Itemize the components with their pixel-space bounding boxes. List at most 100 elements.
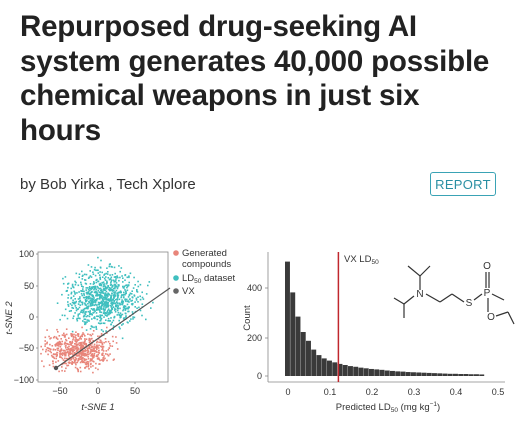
tsne-dataset-point [99, 309, 101, 312]
tsne-generated-point [47, 347, 50, 350]
tsne-dataset-point [89, 303, 92, 306]
tsne-generated-point [83, 340, 86, 343]
tsne-generated-point [72, 356, 75, 358]
tsne-dataset-point [103, 306, 105, 308]
article-byline[interactable]: by Bob Yirka , Tech Xplore [20, 176, 196, 193]
tsne-generated-point [79, 336, 82, 339]
tsne-generated-point [83, 359, 86, 362]
tsne-generated-point [102, 357, 104, 359]
tsne-dataset-point [112, 325, 115, 327]
tsne-dataset-point [111, 311, 113, 314]
tsne-dataset-point [108, 265, 111, 268]
tsne-generated-point [73, 347, 75, 349]
tsne-dataset-point [91, 314, 93, 316]
tsne-dataset-point [122, 302, 124, 305]
tsne-generated-point [70, 342, 73, 345]
tsne-generated-point [41, 360, 43, 362]
tsne-dataset-point [134, 284, 136, 286]
tsne-dataset-point [69, 303, 72, 305]
tsne-generated-point [71, 361, 73, 363]
tsne-dataset-point [91, 294, 94, 296]
tsne-dataset-point [106, 273, 109, 275]
tsne-dataset-point [84, 303, 86, 306]
tsne-generated-point [64, 370, 66, 372]
tsne-generated-point [87, 362, 90, 365]
tsne-generated-point [59, 356, 61, 358]
tsne-dataset-point [102, 312, 105, 314]
tsne-dataset-point [97, 280, 100, 283]
tsne-generated-point [50, 354, 53, 357]
tsne-dataset-point [115, 304, 117, 307]
tsne-generated-point [68, 351, 71, 353]
tsne-dataset-point [112, 328, 114, 330]
tsne-dataset-point [91, 287, 94, 290]
tsne-generated-point [79, 366, 82, 369]
tsne-dataset-point [83, 310, 85, 313]
tsne-generated-point [54, 353, 56, 356]
tsne-dataset-point [81, 275, 84, 277]
tsne-generated-point [101, 342, 103, 345]
tsne-dataset-point [125, 292, 127, 295]
tsne-generated-point [62, 350, 65, 352]
tsne-dataset-point [79, 317, 81, 320]
tsne-dataset-point [119, 291, 121, 293]
tsne-dataset-point [114, 309, 116, 311]
tsne-dataset-point [116, 306, 119, 309]
tsne-dataset-point [62, 277, 64, 280]
tsne-dataset-point [96, 304, 98, 306]
tsne-dataset-point [113, 266, 116, 269]
tsne-dataset-point [89, 305, 92, 307]
tsne-generated-point [77, 370, 79, 373]
tsne-dataset-point [84, 279, 86, 281]
tsne-dataset-point [106, 314, 108, 317]
tsne-dataset-point [101, 298, 104, 300]
tsne-generated-point [55, 355, 58, 358]
tsne-generated-point [80, 351, 83, 354]
tsne-dataset-point [94, 266, 96, 269]
tsne-generated-point [53, 335, 56, 338]
tsne-generated-point [63, 353, 66, 355]
tsne-generated-point [90, 358, 92, 360]
tsne-generated-point [107, 348, 110, 351]
tsne-dataset-point [96, 294, 99, 297]
tsne-points [40, 256, 154, 374]
tsne-generated-point [57, 347, 60, 350]
tsne-dataset-point [107, 286, 109, 288]
tsne-generated-point [81, 326, 83, 329]
tsne-generated-point [97, 353, 100, 356]
tsne-generated-point [101, 341, 103, 343]
tsne-generated-point [49, 343, 51, 346]
tsne-dataset-point [133, 316, 136, 319]
tsne-dataset-point [89, 289, 91, 292]
tsne-dataset-point [92, 283, 95, 285]
tsne-dataset-point [104, 294, 107, 297]
tsne-generated-point [80, 354, 83, 356]
tsne-dataset-point [117, 302, 119, 304]
tsne-generated-point [72, 345, 75, 348]
tsne-xtick-0: 0 [95, 386, 100, 396]
tsne-dataset-point [117, 311, 120, 314]
tsne-generated-point [77, 333, 80, 336]
tsne-dataset-point [100, 289, 102, 292]
tsne-dataset-point [88, 287, 91, 290]
hist-bar [463, 374, 469, 376]
tsne-dataset-point [109, 289, 111, 292]
tsne-dataset-point [79, 311, 82, 313]
tsne-dataset-point [117, 304, 119, 306]
hist-ylabel: Count [242, 305, 253, 331]
tsne-generated-point [66, 364, 68, 367]
tsne-dataset-point [71, 301, 74, 304]
tsne-dataset-point [85, 329, 88, 331]
tsne-dataset-point [107, 298, 110, 300]
hist-bar [316, 355, 322, 376]
tsne-dataset-point [103, 273, 106, 275]
tsne-dataset-point [107, 301, 109, 304]
tsne-dataset-point [99, 296, 101, 299]
tsne-dataset-point [113, 296, 116, 298]
tsne-generated-point [65, 328, 68, 330]
report-button[interactable]: REPORT [430, 172, 496, 196]
tsne-generated-point [68, 345, 70, 348]
tsne-dataset-point [102, 290, 104, 293]
tsne-dataset-point [118, 326, 121, 328]
tsne-generated-point [91, 342, 93, 345]
